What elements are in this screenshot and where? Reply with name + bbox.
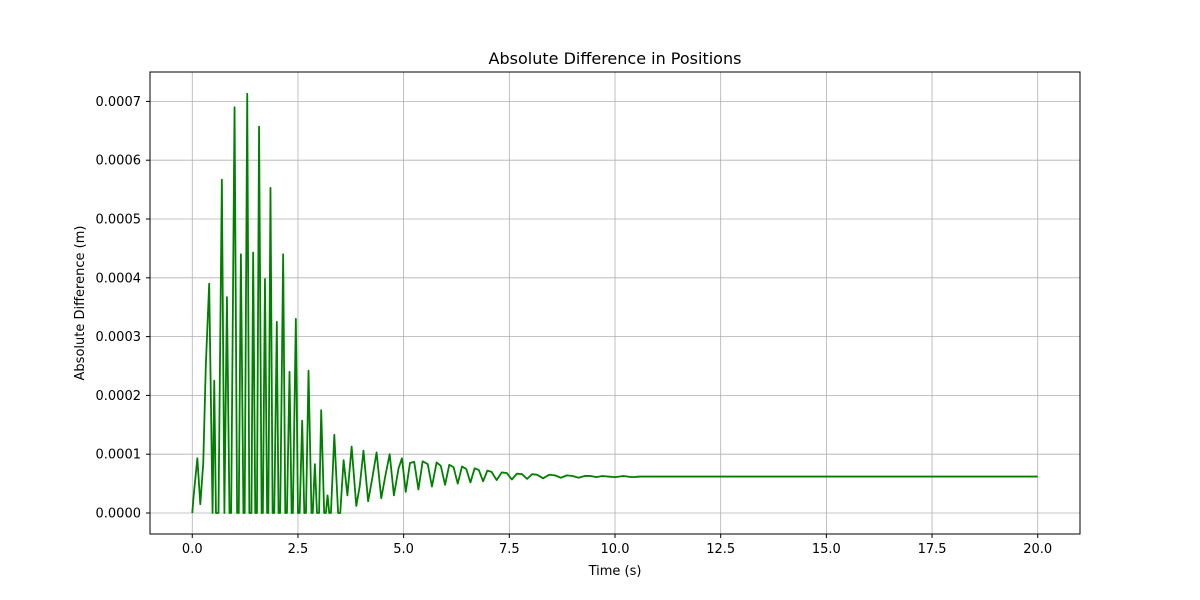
plot-area: 0.0 2.5 5.0 7.5 10.0 12.5 15.0 17.5 20.0 0.00000… <box>96 71 1081 557</box>
x-tick-label: 7.5 <box>499 542 520 557</box>
y-tick-label: 0.0006 <box>96 154 142 169</box>
x-tick-label: 0.0 <box>182 542 203 557</box>
x-tick-label: 2.5 <box>288 542 309 557</box>
x-axis-label: Time (s) <box>588 564 642 579</box>
y-tick-label: 0.0000 <box>96 507 142 522</box>
grid-lines <box>150 72 1080 534</box>
x-tick-label: 5.0 <box>393 542 414 557</box>
y-tick-label: 0.0004 <box>96 271 142 286</box>
chart-title: Absolute Difference in Positions <box>489 49 742 68</box>
x-tick-label: 17.5 <box>918 542 947 557</box>
y-tick-label: 0.0005 <box>96 213 142 228</box>
x-tick-label: 20.0 <box>1023 542 1052 557</box>
y-axis-ticks: 0.0000 0.0001 0.0002 0.0003 0.0004 0.0005 0.00… <box>96 95 150 522</box>
x-tick-label: 12.5 <box>706 542 735 557</box>
y-axis-label: Absolute Difference (m) <box>73 226 88 381</box>
y-tick-label: 0.0003 <box>96 330 142 345</box>
x-axis-ticks: 0.0 2.5 5.0 7.5 10.0 12.5 15.0 17.5 20.0 <box>182 534 1052 557</box>
y-tick-label: 0.0007 <box>96 95 142 110</box>
series-line <box>191 92 1038 514</box>
y-tick-label: 0.0002 <box>96 389 142 404</box>
y-tick-label: 0.0001 <box>96 448 142 463</box>
x-tick-label: 10.0 <box>601 542 630 557</box>
series-layer <box>191 92 1038 514</box>
x-tick-label: 15.0 <box>812 542 841 557</box>
